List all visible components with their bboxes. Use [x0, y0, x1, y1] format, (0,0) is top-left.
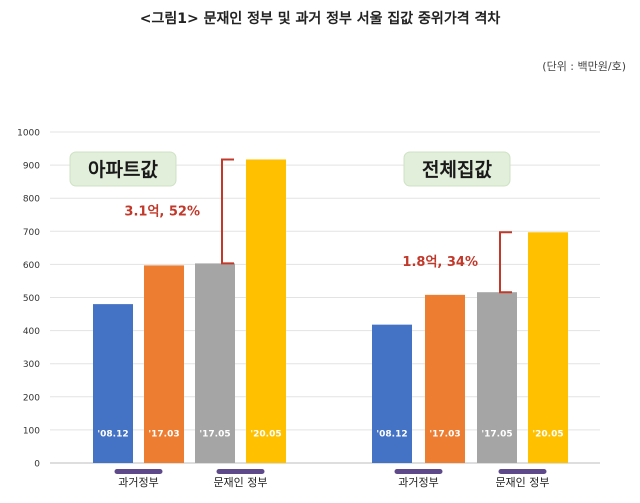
y-tick-label: 800: [23, 195, 40, 205]
group-label: 아파트값: [88, 159, 158, 181]
difference-annotation: 3.1억, 52%: [124, 204, 200, 219]
difference-bracket: [221, 158, 234, 265]
bar: [372, 324, 412, 463]
y-tick-label: 0: [34, 460, 40, 470]
government-marker: [216, 469, 265, 474]
group-label-box: [403, 151, 511, 187]
bar-period-label: '20.05: [250, 430, 281, 440]
bar: [477, 292, 517, 463]
y-tick-label: 500: [23, 294, 40, 304]
government-marker: [114, 469, 163, 474]
bar: [246, 159, 286, 463]
bar-period-label: '17.03: [148, 430, 179, 440]
bar-period-label: '17.05: [199, 430, 230, 440]
government-label: 과거정부: [118, 476, 158, 489]
bar-period-label: '20.05: [532, 430, 563, 440]
government-label: 문재인 정부: [495, 476, 549, 489]
government-label: 과거정부: [398, 476, 438, 489]
unit-note: (단위 : 백만원/호): [542, 60, 626, 73]
bar-period-label: '17.05: [481, 430, 512, 440]
bar-period-label: '08.12: [376, 430, 407, 440]
bar-period-label: '08.12: [97, 430, 128, 440]
government-label: 문재인 정부: [213, 476, 267, 489]
government-marker: [394, 469, 443, 474]
group-label: 전체집값: [422, 159, 492, 181]
bar: [144, 265, 184, 463]
bar: [93, 304, 133, 463]
government-marker: [498, 469, 547, 474]
y-tick-label: 200: [23, 393, 40, 403]
bar-period-label: '17.03: [429, 430, 460, 440]
bar: [528, 232, 568, 463]
difference-bracket: [499, 231, 512, 294]
y-tick-label: 700: [23, 228, 40, 238]
group-label-box: [69, 151, 177, 187]
difference-annotation: 1.8억, 34%: [402, 255, 478, 270]
y-tick-label: 100: [23, 426, 40, 436]
chart-title: <그림1> 문재인 정부 및 과거 정부 서울 집값 중위가격 격차: [139, 11, 501, 27]
y-tick-label: 600: [23, 261, 40, 271]
y-tick-label: 900: [23, 162, 40, 172]
bar: [195, 263, 235, 463]
y-tick-label: 300: [23, 360, 40, 370]
bar: [425, 294, 465, 463]
y-tick-label: 400: [23, 327, 40, 337]
y-tick-label: 1000: [17, 129, 40, 139]
